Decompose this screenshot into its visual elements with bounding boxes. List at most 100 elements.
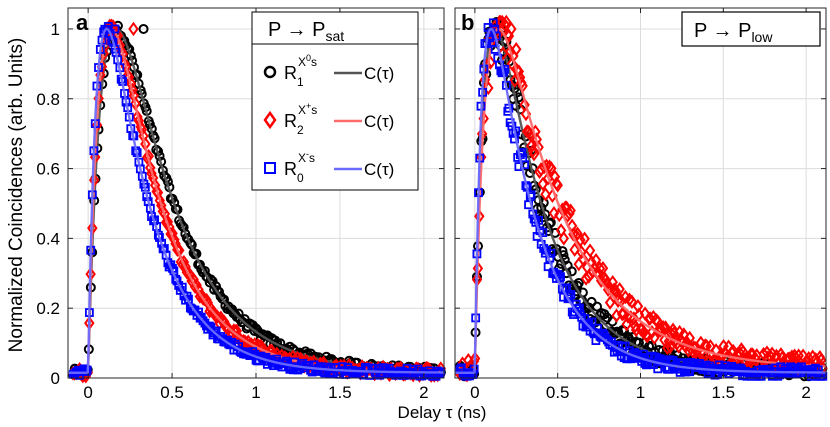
data-point xyxy=(506,21,517,37)
data-point xyxy=(128,21,139,37)
data-point xyxy=(566,290,576,299)
data-point xyxy=(584,243,596,258)
data-point xyxy=(110,24,120,34)
data-point xyxy=(644,311,656,326)
legend-marker xyxy=(264,162,276,174)
x-tick-label: 0.5 xyxy=(546,383,570,402)
data-point xyxy=(528,146,540,162)
y-tick-label: 0.4 xyxy=(36,229,60,248)
y-axis-label: Normalized Coincidences (arb. Units) xyxy=(6,38,27,353)
legend-subscript: 2 xyxy=(297,123,304,137)
data-point xyxy=(579,231,590,246)
legend-label: RX0s xyxy=(284,53,317,83)
series-2 xyxy=(68,22,446,381)
data-point xyxy=(146,166,157,181)
data-point xyxy=(575,232,586,248)
data-point xyxy=(172,276,182,286)
data-point xyxy=(533,139,544,155)
y-tick-label: 0 xyxy=(51,369,60,388)
data-point xyxy=(592,301,603,312)
data-point xyxy=(665,339,676,355)
series-2 xyxy=(455,18,828,381)
data-point xyxy=(621,317,632,332)
data-point xyxy=(626,294,638,309)
legend-subscript: 0 xyxy=(297,171,304,185)
data-point xyxy=(758,346,769,362)
x-tick-label: 1 xyxy=(251,383,260,402)
data-point xyxy=(565,203,576,218)
x-tick-label: 0 xyxy=(83,383,92,402)
data-point xyxy=(145,160,156,175)
panel-a-series xyxy=(67,18,447,384)
x-tick-label: 2 xyxy=(801,383,810,402)
legend-label: RX+s xyxy=(284,101,317,131)
data-point xyxy=(501,14,512,30)
data-point xyxy=(660,320,671,335)
data-point xyxy=(576,245,587,260)
panel-b-series xyxy=(454,14,828,383)
legend-marker xyxy=(263,65,277,79)
data-point xyxy=(573,277,584,288)
fit-line xyxy=(455,27,827,371)
data-point xyxy=(593,323,602,333)
data-point xyxy=(133,113,145,128)
x-tick-label: 1 xyxy=(636,383,645,402)
fit-line xyxy=(455,27,826,374)
legend-a-box xyxy=(251,43,419,191)
data-point xyxy=(172,242,183,257)
panel-b-ticks: 0 0.5 1 1.5 2 xyxy=(455,8,826,402)
data-point xyxy=(154,193,166,208)
legend-marker xyxy=(263,110,277,130)
x-tick-label: 1.5 xyxy=(711,383,735,402)
data-point xyxy=(594,261,606,276)
panel-a-label: a xyxy=(76,10,89,35)
data-point xyxy=(737,344,749,359)
data-point xyxy=(590,252,602,268)
data-point xyxy=(500,64,510,74)
x-tick-label: 0 xyxy=(470,383,479,402)
x-axis-label: Delay τ (ns) xyxy=(398,403,487,422)
legend-subscript: 1 xyxy=(297,75,304,89)
data-point xyxy=(649,330,660,346)
data-point xyxy=(604,295,616,310)
legend-entry-1: RX+s2 C(τ) xyxy=(263,101,394,137)
data-point xyxy=(558,231,570,246)
legend-fit-label: C(τ) xyxy=(364,112,394,131)
data-point xyxy=(577,251,589,267)
data-point xyxy=(614,281,625,297)
data-point xyxy=(580,271,592,286)
legend-a-title: P → Psat xyxy=(268,19,344,44)
data-point xyxy=(537,176,549,192)
y-tick-label: 0.8 xyxy=(36,90,60,109)
data-point xyxy=(587,317,597,327)
data-point xyxy=(510,42,522,57)
y-tick-label: 0.2 xyxy=(36,299,60,318)
panel-b-label: b xyxy=(461,10,474,35)
x-tick-label: 1.5 xyxy=(328,383,352,402)
legend-label: RX-s xyxy=(284,149,315,179)
data-point xyxy=(138,23,149,34)
y-tick-label: 0.6 xyxy=(36,160,60,179)
data-point xyxy=(156,198,167,213)
panel-b-legend: P → Plow xyxy=(681,11,821,47)
data-point xyxy=(689,340,701,356)
fit-line xyxy=(68,27,444,374)
data-point xyxy=(569,242,580,257)
data-point xyxy=(540,187,551,202)
data-point xyxy=(630,318,641,334)
data-point xyxy=(219,294,230,305)
data-point xyxy=(775,347,787,362)
legend-b-title: P → Plow xyxy=(694,20,773,45)
data-point xyxy=(546,161,557,176)
x-tick-label: 0.5 xyxy=(160,383,184,402)
data-point xyxy=(548,206,560,221)
data-point xyxy=(667,322,679,337)
legend-b-title-box xyxy=(681,11,821,47)
legend-a-title-box xyxy=(251,11,419,45)
legend-fit-label: C(τ) xyxy=(364,64,394,83)
x-tick-label: 2 xyxy=(419,383,428,402)
panel-a-ticks: 0 0.5 1 1.5 2 0 0.2 0.4 0.6 0.8 1 xyxy=(36,8,444,402)
